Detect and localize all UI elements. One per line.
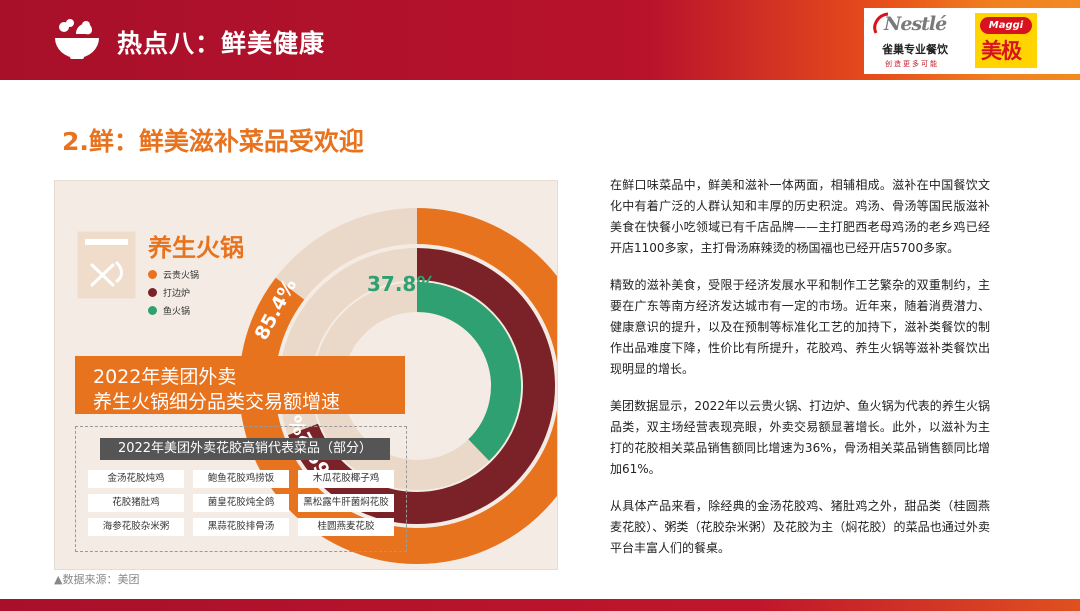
table-cell: 黑松露牛肝菌焖花胶 bbox=[298, 494, 394, 512]
paragraph: 美团数据显示，2022年以云贵火锅、打边炉、鱼火锅为代表的养生火锅品类，双主场经… bbox=[610, 399, 990, 476]
maggi-logo: Maggi 美极 bbox=[975, 13, 1037, 68]
banner-line2: 养生火锅细分品类交易额增速 bbox=[93, 391, 341, 413]
food-bowl-icon bbox=[55, 19, 99, 59]
paragraph: 在鲜口味菜品中，鲜美和滋补一体两面，相辅相成。滋补在中国餐饮文化中有着广泛的人群… bbox=[610, 178, 990, 255]
data-source: ▲数据来源：美团 bbox=[54, 573, 140, 586]
body-text: 在鲜口味菜品中，鲜美和滋补一体两面，相辅相成。滋补在中国餐饮文化中有着广泛的人群… bbox=[610, 175, 990, 575]
table-cell: 菌皇花胶炖全鸽 bbox=[193, 494, 289, 512]
maggi-cn-name: 美极 bbox=[981, 39, 1022, 63]
table-cell: 花胶猪肚鸡 bbox=[88, 494, 184, 512]
dish-table: 2022年美团外卖花胶高销代表菜品（部分） 金汤花胶炖鸡 鲍鱼花胶鸡捞饭 木瓜花… bbox=[75, 426, 407, 552]
nestle-wordmark: Nestlé bbox=[884, 13, 947, 35]
legend-label: 鱼火锅 bbox=[163, 306, 191, 317]
nestle-cn-name: 雀巢专业餐饮 bbox=[882, 43, 948, 56]
hotpot-doc-icon bbox=[77, 231, 136, 299]
section-title: 2.鲜：鲜美滋补菜品受欢迎 bbox=[62, 127, 364, 156]
table-cell: 金汤花胶炖鸡 bbox=[88, 470, 184, 488]
value-label-fish-hotpot: 37.8% bbox=[367, 272, 437, 296]
nestle-slogan: 创造更多可能 bbox=[885, 60, 939, 68]
banner-line1: 2022年美团外卖 bbox=[93, 366, 237, 388]
paragraph: 从具体产品来看，除经典的金汤花胶鸡、猪肚鸡之外，甜品类（桂圆燕麦花胶）、粥类（花… bbox=[610, 499, 990, 555]
legend-swatch bbox=[148, 305, 157, 315]
table-cell: 桂圆燕麦花胶 bbox=[298, 518, 394, 536]
footer-bar bbox=[0, 599, 1080, 611]
donut-arc-2 bbox=[288, 248, 555, 524]
legend-label: 打边炉 bbox=[163, 288, 191, 299]
maggi-wordmark: Maggi bbox=[980, 17, 1032, 34]
chart-title: 养生火锅 bbox=[148, 234, 244, 262]
legend-label: 云贵火锅 bbox=[163, 270, 200, 281]
table-cell: 海参花胶杂米粥 bbox=[88, 518, 184, 536]
chart-panel: 85.4%69.2% 养生火锅 云贵火锅 打边炉 鱼火锅 37.8% 2022年… bbox=[54, 180, 558, 570]
dish-table-title: 2022年美团外卖花胶高销代表菜品（部分） bbox=[100, 438, 390, 460]
logo-area bbox=[864, 8, 1080, 74]
table-cell: 黑蒜花胶排骨汤 bbox=[193, 518, 289, 536]
nestle-logo: Nestlé 雀巢专业餐饮 创造更多可能 bbox=[872, 11, 968, 71]
legend-swatch bbox=[148, 269, 157, 279]
donut-arc-1 bbox=[239, 208, 557, 564]
legend-item: 鱼火锅 bbox=[148, 301, 199, 319]
legend-swatch bbox=[148, 287, 157, 297]
paragraph: 精致的滋补美食，受限于经济发展水平和制作工艺繁杂的双重制约，主要在广东等南方经济… bbox=[610, 278, 990, 376]
header-bar: 热点八：鲜美健康 Nestlé 雀巢专业餐饮 创造更多可能 Maggi 美极 bbox=[0, 0, 1080, 80]
legend-item: 打边炉 bbox=[148, 283, 199, 301]
table-cell: 鲍鱼花胶鸡捞饭 bbox=[193, 470, 289, 488]
banner: 2022年美团外卖 养生火锅细分品类交易额增速 bbox=[75, 356, 405, 414]
table-cell: 木瓜花胶椰子鸡 bbox=[298, 470, 394, 488]
nestle-nest-icon bbox=[873, 12, 889, 34]
legend-item: 云贵火锅 bbox=[148, 265, 199, 283]
donut-arc-3 bbox=[416, 282, 521, 461]
page-title: 热点八：鲜美健康 bbox=[117, 29, 326, 58]
chart-legend: 云贵火锅 打边炉 鱼火锅 bbox=[148, 265, 199, 319]
